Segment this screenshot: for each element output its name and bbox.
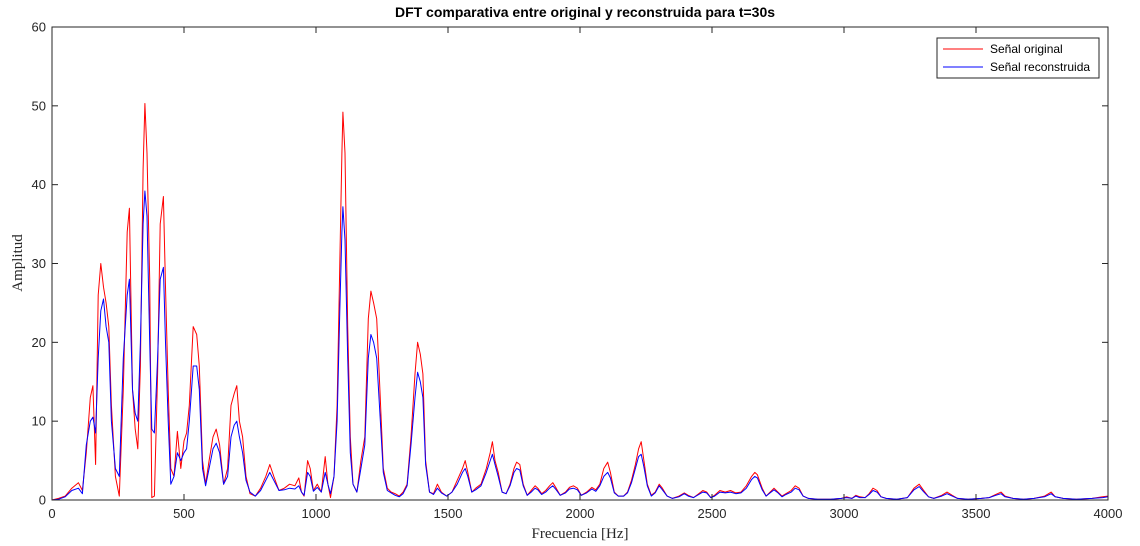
y-tick-label: 0 — [39, 493, 46, 508]
series-line-reconstruida — [51, 190, 1109, 501]
y-tick-label: 20 — [32, 335, 46, 350]
legend: Señal original Señal reconstruida — [936, 37, 1100, 79]
y-axis-label: Amplitud — [10, 234, 26, 292]
y-tick-label: 60 — [32, 20, 46, 35]
x-tick-label: 1500 — [434, 506, 463, 521]
legend-label-original: Señal original — [990, 42, 1063, 56]
y-tick-label: 10 — [32, 414, 46, 429]
chart-title: DFT comparativa entre original y reconst… — [395, 4, 775, 20]
x-tick-label: 2000 — [566, 506, 595, 521]
x-tick-label: 3000 — [830, 506, 859, 521]
x-tick-label: 500 — [173, 506, 195, 521]
x-tick-label: 2500 — [698, 506, 727, 521]
x-tick-label: 1000 — [302, 506, 331, 521]
x-tick-label: 4000 — [1094, 506, 1123, 521]
ticks-layer: 0 500 1000 1500 2000 2500 3000 3500 4000 0 10 20 30 4… — [32, 20, 1123, 522]
legend-box — [936, 37, 1100, 79]
x-tick-label: 3500 — [962, 506, 991, 521]
axes-background — [52, 27, 1108, 500]
series-layer — [51, 103, 1109, 501]
legend-label-reconstruida: Señal reconstruida — [990, 60, 1090, 74]
x-tick-label: 0 — [48, 506, 55, 521]
y-tick-label: 40 — [32, 177, 46, 192]
y-tick-label: 50 — [32, 98, 46, 113]
y-tick-label: 30 — [32, 256, 46, 271]
x-axis-label: Frecuencia [Hz] — [531, 526, 628, 542]
